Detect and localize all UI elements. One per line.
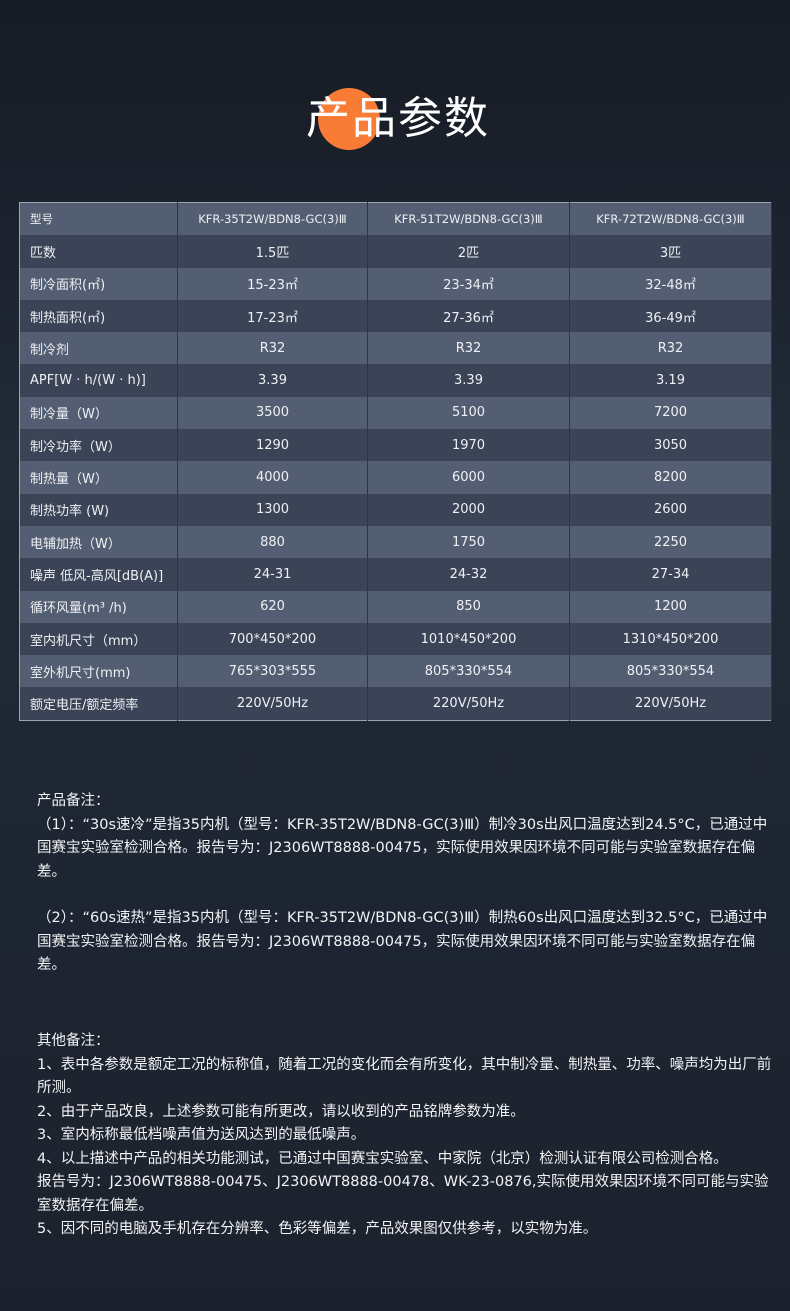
cell-value: 2600 xyxy=(569,493,772,526)
cell-value: 3.19 xyxy=(569,364,772,397)
cell-value: 3匹 xyxy=(569,235,772,268)
row-label: 制冷功率（W） xyxy=(19,429,178,462)
row-label: APF[W · h/(W · h)] xyxy=(19,364,178,397)
row-label: 噪声 低风-高风[dB(A)] xyxy=(19,558,178,591)
cell-value: 765*303*555 xyxy=(177,655,368,688)
cell-value: 27-36㎡ xyxy=(367,299,570,333)
cell-value: 3.39 xyxy=(177,364,368,397)
cell-value: 6000 xyxy=(367,461,570,494)
other-note: 1、表中各参数是额定工况的标称值，随着工况的变化而会有所变化，其中制冷量、制热量… xyxy=(37,1056,772,1097)
table-row: 噪声 低风-高风[dB(A)] 24-31 24-32 27-34 xyxy=(19,558,772,591)
cell-value: 850 xyxy=(367,590,570,623)
table-row: 额定电压/额定频率 220V/50Hz 220V/50Hz 220V/50Hz xyxy=(19,687,772,721)
cell-value: R32 xyxy=(367,332,570,365)
other-notes: 其他备注： 1、表中各参数是额定工况的标称值，随着工况的变化而会有所变化，其中制… xyxy=(37,1030,777,1242)
cell-value: 1970 xyxy=(367,429,570,462)
cell-value: 23-34㎡ xyxy=(367,267,570,300)
product-notes: 产品备注： （1）：“30s速冷”是指35内机（型号：KFR-35T2W/BDN… xyxy=(37,790,777,978)
cell-value: 24-31 xyxy=(177,558,368,591)
other-note: 5、因不同的电脑及手机存在分辨率、色彩等偏差，产品效果图仅供参考，以实物为准。 xyxy=(37,1221,598,1237)
table-row: 制冷功率（W） 1290 1970 3050 xyxy=(19,429,772,462)
table-row: APF[W · h/(W · h)] 3.39 3.39 3.19 xyxy=(19,364,772,397)
row-label: 匹数 xyxy=(19,235,178,268)
row-label: 制冷剂 xyxy=(19,332,178,365)
cell-value: 5100 xyxy=(367,396,570,430)
other-note: 报告号为：J2306WT8888-00475、J2306WT8888-00478… xyxy=(37,1174,769,1214)
product-notes-heading: 产品备注： xyxy=(37,793,110,809)
table-row: 制冷剂 R32 R32 R32 xyxy=(19,332,772,365)
table-row: 制冷量（W） 3500 5100 7200 xyxy=(19,396,772,430)
page-title: 产品参数 xyxy=(0,86,790,156)
cell-value: 1300 xyxy=(177,493,368,526)
cell-value: 1750 xyxy=(367,525,570,559)
cell-value: 1200 xyxy=(569,590,772,623)
row-label: 制冷量（W） xyxy=(19,396,178,430)
cell-value: 2000 xyxy=(367,493,570,526)
table-row: 制热面积(㎡) 17-23㎡ 27-36㎡ 36-49㎡ xyxy=(19,299,772,333)
cell-value: 805*330*554 xyxy=(367,655,570,688)
table-row: 室外机尺寸(mm) 765*303*555 805*330*554 805*330*5… xyxy=(19,655,772,688)
title-accent-circle xyxy=(318,88,380,150)
row-label: 制冷面积(㎡) xyxy=(19,267,178,300)
cell-value: KFR-72T2W/BDN8-GC(3)Ⅲ xyxy=(569,202,772,236)
cell-value: 1010*450*200 xyxy=(367,622,570,656)
cell-value: 700*450*200 xyxy=(177,622,368,656)
cell-value: 17-23㎡ xyxy=(177,299,368,333)
cell-value: 1310*450*200 xyxy=(569,622,772,656)
cell-value: 7200 xyxy=(569,396,772,430)
cell-value: 27-34 xyxy=(569,558,772,591)
cell-value: 3500 xyxy=(177,396,368,430)
cell-value: 880 xyxy=(177,525,368,559)
row-label: 室内机尺寸（mm） xyxy=(19,622,178,656)
cell-value: KFR-51T2W/BDN8-GC(3)Ⅲ xyxy=(367,202,570,236)
row-label: 室外机尺寸(mm) xyxy=(19,655,178,688)
row-label: 额定电压/额定频率 xyxy=(19,687,178,721)
row-label: 制热面积(㎡) xyxy=(19,299,178,333)
other-note: 2、由于产品改良，上述参数可能有所更改，请以收到的产品铭牌参数为准。 xyxy=(37,1103,525,1120)
cell-value: 620 xyxy=(177,590,368,623)
cell-value: 220V/50Hz xyxy=(367,687,570,721)
row-label: 电辅加热（W） xyxy=(19,525,178,559)
cell-value: 15-23㎡ xyxy=(177,267,368,300)
cell-value: 220V/50Hz xyxy=(569,687,772,721)
other-notes-heading: 其他备注： xyxy=(37,1033,110,1049)
other-note: 3、室内标称最低档噪声值为送风达到的最低噪声。 xyxy=(37,1127,366,1143)
row-label: 循环风量(m³ /h) xyxy=(19,590,178,623)
table-header-row: 型号 KFR-35T2W/BDN8-GC(3)Ⅲ KFR-51T2W/BDN8-GC… xyxy=(19,202,772,236)
cell-value: 2250 xyxy=(569,525,772,559)
cell-value: 220V/50Hz xyxy=(177,687,368,721)
product-note: （2）：“60s速热”是指35内机（型号：KFR-35T2W/BDN8-GC(3… xyxy=(37,910,768,973)
cell-value: 32-48㎡ xyxy=(569,267,772,300)
table-row: 匹数 1.5匹 2匹 3匹 xyxy=(19,235,772,268)
table-row: 制热量（W） 4000 6000 8200 xyxy=(19,461,772,494)
cell-value: 3.39 xyxy=(367,364,570,397)
cell-value: 36-49㎡ xyxy=(569,299,772,333)
row-label: 制热量（W） xyxy=(19,461,178,494)
table-row: 制热功率 (W) 1300 2000 2600 xyxy=(19,493,772,526)
row-label: 型号 xyxy=(19,202,178,236)
cell-value: R32 xyxy=(569,332,772,365)
cell-value: R32 xyxy=(177,332,368,365)
table-row: 循环风量(m³ /h) 620 850 1200 xyxy=(19,590,772,623)
spec-table: 型号 KFR-35T2W/BDN8-GC(3)Ⅲ KFR-51T2W/BDN8-GC… xyxy=(19,202,772,721)
cell-value: 24-32 xyxy=(367,558,570,591)
other-note: 4、以上描述中产品的相关功能测试，已通过中国赛宝实验室、中家院（北京）检测认证有… xyxy=(37,1150,728,1167)
cell-value: 2匹 xyxy=(367,235,570,268)
row-label: 制热功率 (W) xyxy=(19,493,178,526)
cell-value: 1290 xyxy=(177,429,368,462)
cell-value: 3050 xyxy=(569,429,772,462)
cell-value: KFR-35T2W/BDN8-GC(3)Ⅲ xyxy=(177,202,368,236)
table-row: 室内机尺寸（mm） 700*450*200 1010*450*200 1310*450… xyxy=(19,622,772,656)
cell-value: 8200 xyxy=(569,461,772,494)
cell-value: 805*330*554 xyxy=(569,655,772,688)
cell-value: 4000 xyxy=(177,461,368,494)
table-row: 电辅加热（W） 880 1750 2250 xyxy=(19,525,772,559)
product-note: （1）：“30s速冷”是指35内机（型号：KFR-35T2W/BDN8-GC(3… xyxy=(37,816,768,880)
cell-value: 1.5匹 xyxy=(177,235,368,268)
table-row: 制冷面积(㎡) 15-23㎡ 23-34㎡ 32-48㎡ xyxy=(19,267,772,300)
